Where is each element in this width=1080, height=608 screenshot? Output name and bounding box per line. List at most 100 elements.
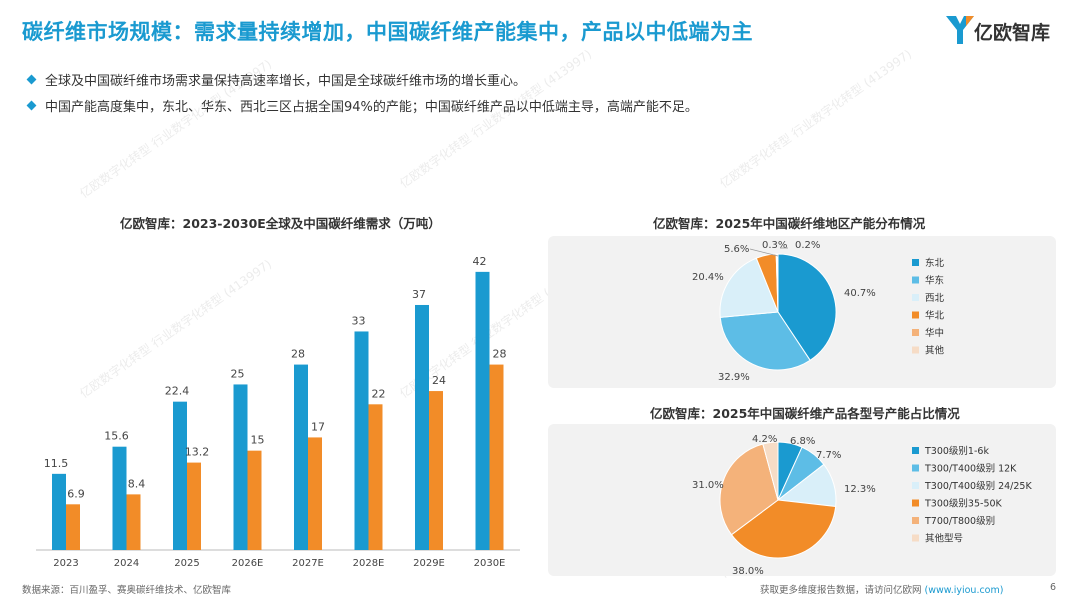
legend-label: 其他 <box>925 345 945 357</box>
bar-value-label: 17 <box>311 420 325 433</box>
legend-label: 西北 <box>925 293 945 304</box>
legend-label: 华东 <box>925 275 944 287</box>
legend-label: 其他型号 <box>925 533 963 545</box>
bar-series-1 <box>173 401 187 550</box>
diamond-bullet-icon <box>26 74 37 84</box>
bar-series-2 <box>66 504 80 550</box>
pie-slice <box>719 311 811 371</box>
legend-label: 华中 <box>925 327 944 339</box>
legend-swatch <box>912 259 919 266</box>
x-tick-label: 2027E <box>292 558 324 569</box>
bar-chart-title: 亿欧智库：2023-2030E全球及中国碳纤维需求（万吨） <box>120 216 441 231</box>
model-pie-title: 亿欧智库：2025年中国碳纤维产品各型号产能占比情况 <box>650 406 960 421</box>
legend-swatch <box>912 276 919 284</box>
legend-label: T300/T400级别 12K <box>924 463 1017 475</box>
bar-series-1 <box>112 446 127 550</box>
legend-label: 华北 <box>925 310 945 322</box>
bullet-item: 中国产能高度集中，东北、华东、西北三区占据全国94%的产能；中国碳纤维产品以中低… <box>26 92 698 118</box>
watermark: 亿欧数字化转型 行业数字化转型 (413997) <box>717 46 915 191</box>
legend-swatch <box>912 499 919 507</box>
legend-swatch <box>912 447 919 454</box>
bar-series-1 <box>415 304 429 550</box>
legend-swatch <box>912 464 919 472</box>
legend-swatch <box>912 534 919 542</box>
bar-value-label: 13.2 <box>185 446 210 459</box>
logo-accent-icon <box>966 16 974 26</box>
bar-series-2 <box>308 437 322 550</box>
legend-label: T300级别1-6k <box>924 445 989 457</box>
x-tick-label: 2030E <box>474 558 506 569</box>
bar-value-label: 6.9 <box>67 487 85 500</box>
bar-series-1 <box>475 271 490 550</box>
bar-value-label: 11.5 <box>44 457 69 470</box>
pie-slice <box>776 253 779 313</box>
leader-line <box>749 248 779 257</box>
legend-swatch <box>912 294 919 301</box>
x-tick-label: 2023 <box>53 558 78 569</box>
x-tick-label: 2025 <box>174 558 199 569</box>
bar-value-label: 24 <box>432 374 446 387</box>
pie-value-label: 0.2% <box>795 240 820 251</box>
bar-value-label: 22.4 <box>165 385 190 398</box>
legend-swatch <box>912 311 919 319</box>
model-pie-chart: 6.8%7.7% 12.3% 38.0% 31.0% 4.2% T300级别1-6k T30… <box>692 434 1032 576</box>
bar-series-2 <box>187 462 201 550</box>
bar-series-2 <box>368 404 383 550</box>
bar-value-label: 42 <box>473 255 487 268</box>
bar-series-1 <box>52 473 66 550</box>
bar-series-1 <box>294 364 308 550</box>
bar-series-1 <box>233 384 248 550</box>
legend-label: 东北 <box>925 257 945 269</box>
bullet-text: 中国产能高度集中，东北、华东、西北三区占据全国94%的产能；中国碳纤维产品以中低… <box>45 99 698 115</box>
bar-series-1 <box>354 331 369 550</box>
bar-chart: 11.5 6.9 2023 15.6 8.4 2024 22.4 13.2 2025 25 15 20… <box>36 255 520 569</box>
legend-swatch <box>912 517 919 524</box>
legend-swatch <box>912 329 919 336</box>
bar-value-label: 33 <box>352 314 366 327</box>
pie-value-label: 38.0% <box>732 566 764 576</box>
x-tick-label: 2026E <box>232 558 264 569</box>
x-tick-label: 2028E <box>353 558 385 569</box>
legend-swatch <box>912 346 919 354</box>
bullet-item: 全球及中国碳纤维市场需求量保持高速率增长，中国是全球碳纤维市场的增长重心。 <box>26 66 698 92</box>
bullet-list: 全球及中国碳纤维市场需求量保持高速率增长，中国是全球碳纤维市场的增长重心。 中国… <box>26 66 698 118</box>
logo-text: 亿欧智库 <box>974 22 1051 44</box>
bar-series-2 <box>126 494 141 550</box>
bar-series-2 <box>489 364 504 550</box>
logo <box>946 16 974 44</box>
bar-value-label: 28 <box>291 348 305 361</box>
pie-value-label: 5.6% <box>724 244 749 255</box>
bar-series-2 <box>429 391 443 550</box>
page-number: 6 <box>1050 582 1057 593</box>
pie-value-label: 6.8% <box>790 436 815 447</box>
data-source: 数据来源：百川盈孚、赛奥碳纤维技术、亿欧智库 <box>22 585 232 596</box>
bar-value-label: 15.6 <box>104 430 129 443</box>
bar-series-2 <box>247 450 262 550</box>
pie-value-label: 7.7% <box>816 450 841 461</box>
diamond-bullet-icon <box>26 100 37 110</box>
bar-value-label: 22 <box>372 387 386 400</box>
x-tick-label: 2029E <box>413 558 445 569</box>
bar-value-label: 8.4 <box>128 477 146 490</box>
footer-url-link[interactable]: (www.iyiou.com) <box>924 585 1004 596</box>
legend-label: T300/T400级别 24/25K <box>924 480 1032 492</box>
pie-value-label: 31.0% <box>692 480 724 491</box>
pie-value-label: 4.2% <box>752 434 777 445</box>
region-pie-title: 亿欧智库：2025年中国碳纤维地区产能分布情况 <box>653 216 926 231</box>
legend-label: T300级别35-50K <box>924 498 1003 510</box>
legend-swatch <box>912 482 919 489</box>
bar-value-label: 15 <box>251 434 265 447</box>
pie-value-label: 32.9% <box>718 372 750 383</box>
pie-value-label: 40.7% <box>844 288 876 299</box>
x-tick-label: 2024 <box>114 558 139 569</box>
bar-value-label: 28 <box>493 348 507 361</box>
bar-value-label: 25 <box>231 367 245 380</box>
pie-value-label: 0.3% <box>762 240 787 251</box>
pie-slice <box>762 441 779 501</box>
pie-slice <box>719 257 779 318</box>
legend-label: T700/T800级别 <box>924 515 995 527</box>
footer-promo-text: 获取更多维度报告数据，请访问亿欧网 <box>760 585 922 596</box>
pie-value-label: 12.3% <box>844 484 876 495</box>
pie-value-label: 20.4% <box>692 272 724 283</box>
